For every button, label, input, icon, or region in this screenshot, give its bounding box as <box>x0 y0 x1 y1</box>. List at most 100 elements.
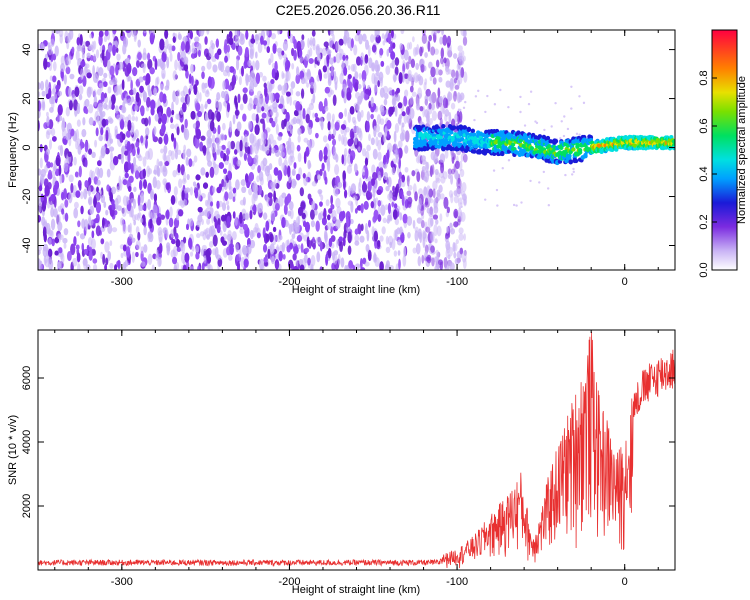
noise-speckle <box>309 209 315 220</box>
noise-speckle <box>193 155 198 163</box>
noise-speckle <box>391 59 395 69</box>
noise-speckle <box>419 106 424 112</box>
noise-speckle <box>46 115 50 127</box>
noise-speckle <box>432 77 437 85</box>
noise-speckle <box>281 192 287 199</box>
noise-speckle <box>86 52 91 59</box>
noise-speckle <box>354 228 359 235</box>
noise-speckle <box>173 186 178 196</box>
noise-speckle <box>343 86 348 96</box>
noise-speckle <box>302 173 306 179</box>
noise-speckle <box>408 55 412 65</box>
noise-speckle <box>45 79 49 91</box>
noise-speckle <box>223 168 227 174</box>
faint-speckle <box>566 127 570 131</box>
noise-speckle <box>281 50 285 56</box>
noise-speckle <box>242 87 248 94</box>
noise-speckle <box>430 217 434 227</box>
noise-speckle <box>339 240 344 253</box>
noise-speckle <box>184 118 188 129</box>
noise-speckle <box>300 88 305 99</box>
noise-speckle <box>393 203 398 209</box>
noise-speckle <box>423 81 427 91</box>
noise-speckle <box>224 191 229 201</box>
noise-speckle <box>450 151 455 158</box>
noise-speckle <box>433 224 438 237</box>
noise-speckle <box>330 203 335 210</box>
noise-speckle <box>207 76 212 88</box>
noise-speckle <box>49 107 54 113</box>
noise-speckle <box>343 94 347 104</box>
noise-speckle <box>254 34 258 41</box>
noise-speckle <box>39 144 43 153</box>
noise-speckle <box>430 245 435 253</box>
noise-speckle <box>271 147 276 154</box>
noise-speckle <box>156 216 162 226</box>
noise-speckle <box>74 171 79 178</box>
noise-speckle <box>327 78 332 86</box>
noise-speckle <box>140 192 145 204</box>
noise-speckle <box>265 111 270 123</box>
noise-speckle <box>209 120 215 132</box>
noise-speckle <box>324 176 328 185</box>
noise-speckle <box>172 36 176 43</box>
noise-speckle <box>442 97 448 109</box>
noise-speckle <box>360 267 366 270</box>
noise-speckle <box>406 114 412 124</box>
noise-speckle <box>382 217 387 224</box>
noise-speckle <box>133 186 137 192</box>
noise-speckle <box>453 251 457 259</box>
noise-speckle <box>454 113 458 123</box>
noise-speckle <box>58 164 62 177</box>
noise-speckle <box>228 254 233 261</box>
noise-speckle <box>434 169 439 176</box>
noise-speckle <box>392 42 396 49</box>
noise-speckle <box>207 160 213 167</box>
noise-speckle <box>232 196 236 203</box>
noise-speckle <box>292 116 298 125</box>
noise-speckle <box>76 37 81 46</box>
noise-speckle <box>81 51 85 60</box>
noise-speckle <box>274 60 278 73</box>
noise-speckle <box>268 163 273 170</box>
noise-speckle <box>254 124 260 135</box>
noise-speckle <box>304 247 310 253</box>
noise-speckle <box>406 42 411 51</box>
noise-speckle <box>206 218 211 225</box>
noise-speckle <box>247 155 252 164</box>
noise-speckle <box>153 193 158 202</box>
signal-cell <box>567 154 572 159</box>
noise-speckle <box>214 218 218 229</box>
noise-speckle <box>197 110 202 118</box>
noise-speckle <box>235 179 240 190</box>
noise-speckle <box>416 171 421 183</box>
noise-speckle <box>353 44 358 56</box>
noise-speckle <box>150 191 154 197</box>
noise-speckle <box>135 226 140 234</box>
noise-speckle <box>145 73 151 85</box>
noise-speckle <box>217 48 222 56</box>
noise-speckle <box>454 171 459 180</box>
noise-speckle <box>282 40 288 51</box>
noise-speckle <box>331 209 337 222</box>
noise-speckle <box>207 191 211 201</box>
noise-speckle <box>65 106 70 117</box>
noise-speckle <box>50 162 54 168</box>
noise-speckle <box>59 144 64 157</box>
noise-speckle <box>211 134 216 144</box>
noise-speckle <box>103 72 108 79</box>
noise-speckle <box>119 119 125 130</box>
noise-speckle <box>368 57 373 69</box>
noise-speckle <box>263 212 268 220</box>
faint-speckle <box>484 198 487 201</box>
noise-speckle <box>137 52 142 61</box>
noise-speckle <box>289 123 294 135</box>
noise-speckle <box>205 171 209 178</box>
noise-speckle <box>143 136 146 145</box>
noise-speckle <box>158 236 163 245</box>
noise-speckle <box>433 197 438 209</box>
noise-speckle <box>463 30 467 37</box>
noise-speckle <box>377 80 380 88</box>
noise-speckle <box>461 250 467 263</box>
